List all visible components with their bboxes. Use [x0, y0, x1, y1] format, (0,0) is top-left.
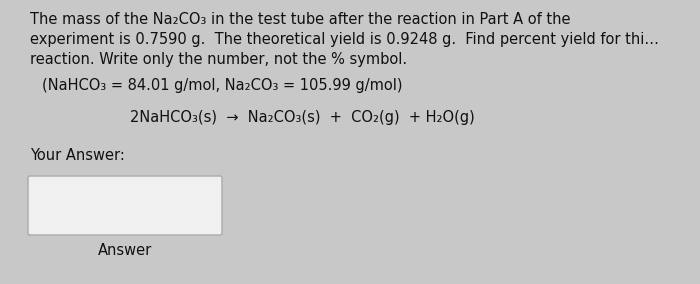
Text: 2NaHCO₃(s)  →  Na₂CO₃(s)  +  CO₂(g)  + H₂O(g): 2NaHCO₃(s) → Na₂CO₃(s) + CO₂(g) + H₂O(g): [130, 110, 475, 125]
Text: The mass of the Na₂CO₃ in the test tube after the reaction in Part A of the: The mass of the Na₂CO₃ in the test tube …: [30, 12, 570, 27]
Text: Your Answer:: Your Answer:: [30, 148, 125, 163]
FancyBboxPatch shape: [28, 176, 222, 235]
Text: Answer: Answer: [98, 243, 152, 258]
Text: reaction. Write only the number, not the % symbol.: reaction. Write only the number, not the…: [30, 52, 407, 67]
Text: experiment is 0.7590 g.  The theoretical yield is 0.9248 g.  Find percent yield : experiment is 0.7590 g. The theoretical …: [30, 32, 659, 47]
Text: (NaHCO₃ = 84.01 g/mol, Na₂CO₃ = 105.99 g/mol): (NaHCO₃ = 84.01 g/mol, Na₂CO₃ = 105.99 g…: [42, 78, 402, 93]
